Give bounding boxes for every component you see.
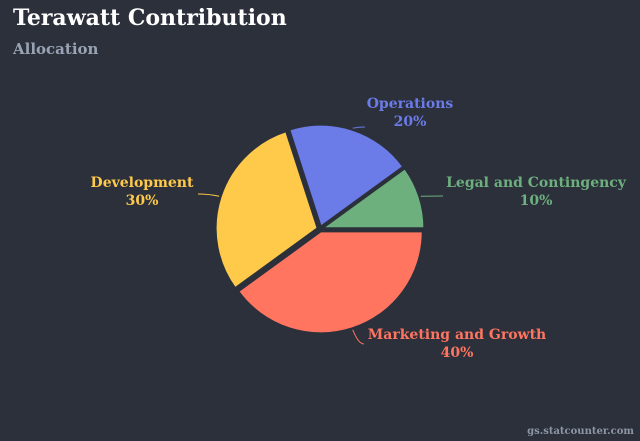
pie-slice-development[interactable] [214,129,319,290]
source-credit: gs.statcounter.com [527,426,634,437]
slice-value-label: 40% [441,345,474,361]
slice-connector-line [197,193,220,197]
slice-value-label: 20% [394,114,427,130]
slice-connector-line [352,329,365,345]
pie-slice-legal-and-contingency[interactable] [319,166,426,230]
slice-label: Operations [367,96,454,112]
chart-title: Terawatt Contribution [13,5,287,31]
pie-slice-marketing-and-growth[interactable] [236,230,424,335]
slice-label: Marketing and Growth [368,327,546,343]
slice-value-label: 30% [126,193,159,209]
slice-connector-line [352,126,366,129]
slice-value-label: 10% [520,193,553,209]
slice-label: Development [91,175,194,191]
pie-slice-operations[interactable] [287,123,405,229]
chart-subtitle: Allocation [13,40,99,58]
slice-label: Legal and Contingency [446,175,627,191]
